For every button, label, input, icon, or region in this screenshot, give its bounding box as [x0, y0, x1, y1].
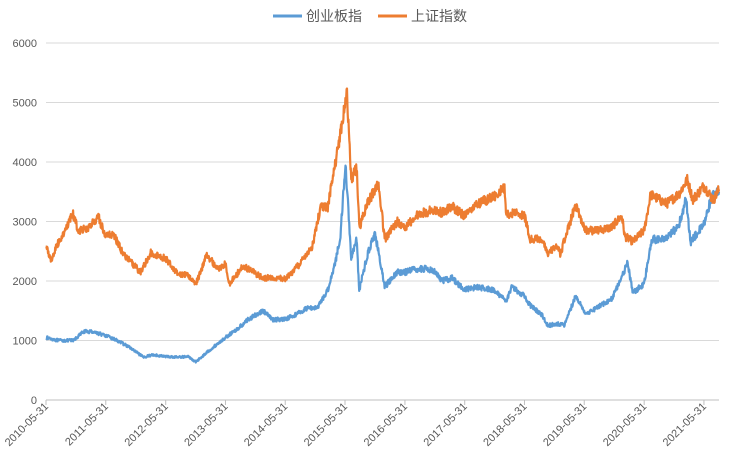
x-tick-label: 2010-05-31: [3, 401, 51, 449]
legend-label-series-1: 创业板指: [306, 9, 362, 25]
y-tick-label: 5000: [13, 98, 37, 110]
legend: 创业板指 上证指数: [273, 9, 467, 25]
series-line-1: [45, 164, 721, 364]
y-tick-label: 2000: [13, 276, 37, 288]
y-tick-label: 4000: [13, 157, 37, 169]
legend-label-series-2: 上证指数: [411, 9, 467, 25]
x-tick-label: 2021-05-31: [661, 401, 709, 449]
x-tick-label: 2018-05-31: [481, 401, 529, 449]
y-tick-label: 3000: [13, 217, 37, 229]
y-tick-label: 0: [31, 395, 37, 407]
y-tick-label: 1000: [13, 336, 37, 348]
x-axis: 2010-05-31 2011-05-31 2012-05-31 2013-05-31…: [3, 399, 719, 449]
y-tick-label: 6000: [13, 38, 37, 50]
x-tick-label: 2014-05-31: [242, 401, 290, 449]
x-tick-label: 2015-05-31: [302, 401, 350, 449]
y-axis: 0 1000 2000 3000 4000 5000 6000: [13, 38, 37, 407]
x-tick-label: 2013-05-31: [182, 401, 230, 449]
gridlines: [46, 42, 719, 341]
x-tick-label: 2019-05-31: [541, 401, 589, 449]
x-tick-label: 2011-05-31: [63, 401, 111, 449]
x-tick-label: 2016-05-31: [362, 401, 410, 449]
x-tick-label: 2020-05-31: [601, 401, 649, 449]
x-tick-label: 2012-05-31: [123, 401, 171, 449]
plot-area: [45, 87, 721, 364]
x-tick-label: 2017-05-31: [422, 401, 470, 449]
series-line-2: [45, 87, 721, 287]
